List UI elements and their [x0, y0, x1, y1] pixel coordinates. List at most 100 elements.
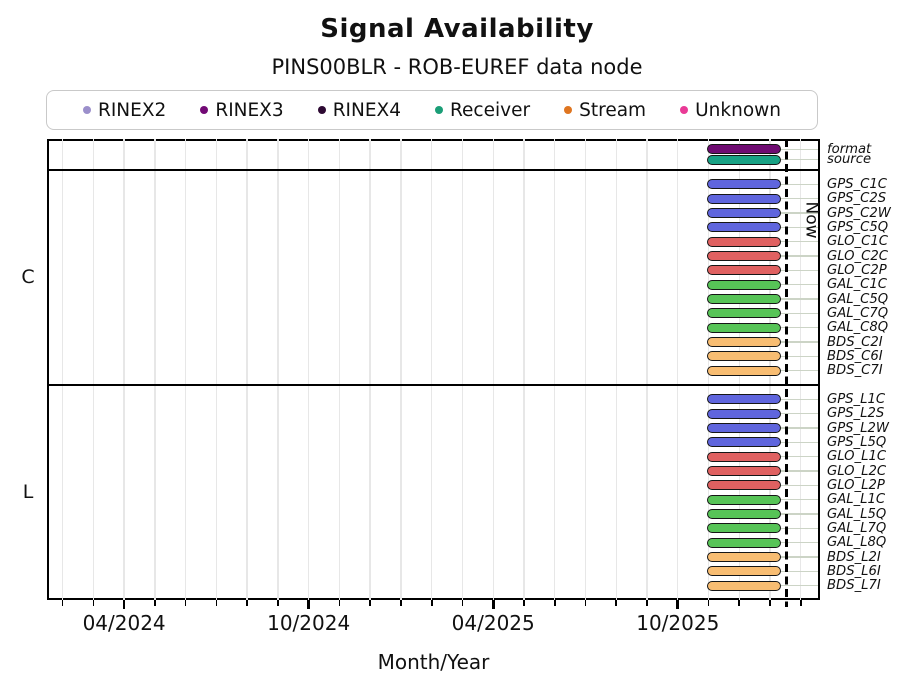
availability-bar [707, 154, 782, 165]
legend-swatch-icon [564, 106, 573, 114]
leader-line [775, 527, 818, 530]
x-axis-tick [400, 600, 402, 606]
leader-line [775, 484, 818, 487]
row-label: GPS_C1C [827, 176, 887, 192]
legend-item-label: Unknown [695, 99, 781, 121]
x-axis-tick [154, 600, 156, 606]
row-label: BDS_C2I [827, 334, 883, 350]
row-label: source [827, 152, 872, 168]
grid-line [646, 139, 648, 600]
legend-item: RINEX4 [317, 100, 401, 121]
x-axis-tick [430, 600, 433, 606]
grid-line [338, 139, 341, 600]
leader-line [775, 541, 818, 544]
row-label: GPS_L2S [827, 406, 885, 422]
legend-item-label: RINEX2 [98, 99, 167, 121]
grid-line [123, 139, 125, 600]
row-label: GPS_L2W [827, 420, 889, 436]
grid-line [523, 139, 525, 600]
grid-line [277, 139, 279, 600]
section-divider [47, 168, 820, 172]
x-axis-title: Month/Year [377, 650, 490, 674]
x-axis-tick-label: 10/2025 [636, 611, 720, 635]
availability-bar [707, 236, 782, 247]
section-label: L [22, 480, 34, 503]
legend: RINEX2 RINEX3 RINEX4 Receiver Stream Unknown [46, 90, 818, 130]
legend-swatch-icon [83, 106, 91, 114]
row-label: GPS_L1C [827, 391, 886, 407]
grid-line [554, 139, 556, 600]
availability-bar [707, 537, 782, 548]
x-axis-tick [215, 600, 218, 606]
leader-line [775, 212, 818, 214]
leader-line [775, 412, 818, 415]
x-axis-tick [676, 600, 680, 609]
x-axis-tick [61, 600, 64, 606]
grid-line [184, 139, 187, 600]
availability-bar [707, 208, 782, 218]
legend-swatch-icon [435, 106, 444, 114]
legend-item: RINEX2 [83, 100, 166, 121]
leader-line [775, 584, 818, 587]
grid-line [615, 139, 617, 600]
legend-item: RINEX3 [200, 99, 284, 121]
leader-line [775, 513, 818, 515]
x-axis-tick [738, 600, 741, 606]
row-label: GPS_C5Q [827, 219, 889, 235]
availability-bar [707, 394, 782, 405]
leader-line [775, 148, 818, 151]
x-axis-tick [491, 600, 495, 609]
leader-line [775, 197, 818, 200]
x-axis-tick [584, 600, 587, 606]
grid-line [492, 139, 494, 600]
availability-bar [707, 494, 782, 505]
row-label: GAL_C5Q [827, 291, 889, 307]
x-axis-tick [523, 600, 525, 606]
x-axis-tick-label: 10/2024 [267, 611, 351, 635]
availability-bar [707, 308, 782, 319]
availability-bar [707, 437, 782, 448]
leader-line [775, 556, 818, 558]
leader-line [775, 226, 818, 229]
availability-bar [707, 251, 782, 261]
leader-line [775, 240, 818, 243]
availability-bar [707, 466, 782, 476]
x-axis-tick [461, 600, 464, 606]
availability-bar [707, 144, 782, 155]
row-label: GPS_L5Q [827, 434, 887, 450]
row-label: GAL_C8Q [827, 320, 889, 336]
chart-subtitle: PINS00BLR - ROB-EUREF data node [271, 55, 643, 79]
row-label: GLO_C2P [827, 262, 887, 278]
x-axis-tick [92, 600, 95, 606]
grid-line [307, 139, 310, 600]
chart-title: Signal Availability [320, 14, 594, 44]
availability-bar [707, 279, 782, 290]
leader-line [775, 455, 818, 458]
legend-item: Stream [564, 100, 646, 121]
leader-line [775, 269, 818, 272]
x-axis-tick [646, 600, 648, 606]
row-label: BDS_L2I [827, 549, 881, 565]
x-axis-tick [184, 600, 187, 606]
availability-bar [707, 193, 782, 204]
availability-bar [707, 337, 782, 347]
leader-line [775, 158, 818, 161]
legend-item-label: RINEX3 [215, 99, 284, 121]
section-label: C [21, 265, 35, 288]
grid-line [584, 139, 587, 600]
availability-bar [707, 509, 782, 519]
row-label: GLO_L1C [827, 449, 887, 465]
leader-line [775, 283, 818, 286]
grid-line [92, 139, 95, 600]
x-axis-tick [277, 600, 279, 606]
availability-bar [707, 322, 782, 333]
row-label: GPS_C2S [827, 191, 887, 207]
row-label: GAL_C7Q [827, 305, 889, 321]
grid-line [461, 139, 464, 600]
leader-line [775, 441, 818, 444]
legend-item: Receiver [435, 100, 530, 121]
x-axis-tick [246, 600, 248, 606]
availability-bar [707, 222, 782, 233]
section-divider [47, 383, 820, 387]
legend-item-label: Stream [579, 99, 647, 121]
